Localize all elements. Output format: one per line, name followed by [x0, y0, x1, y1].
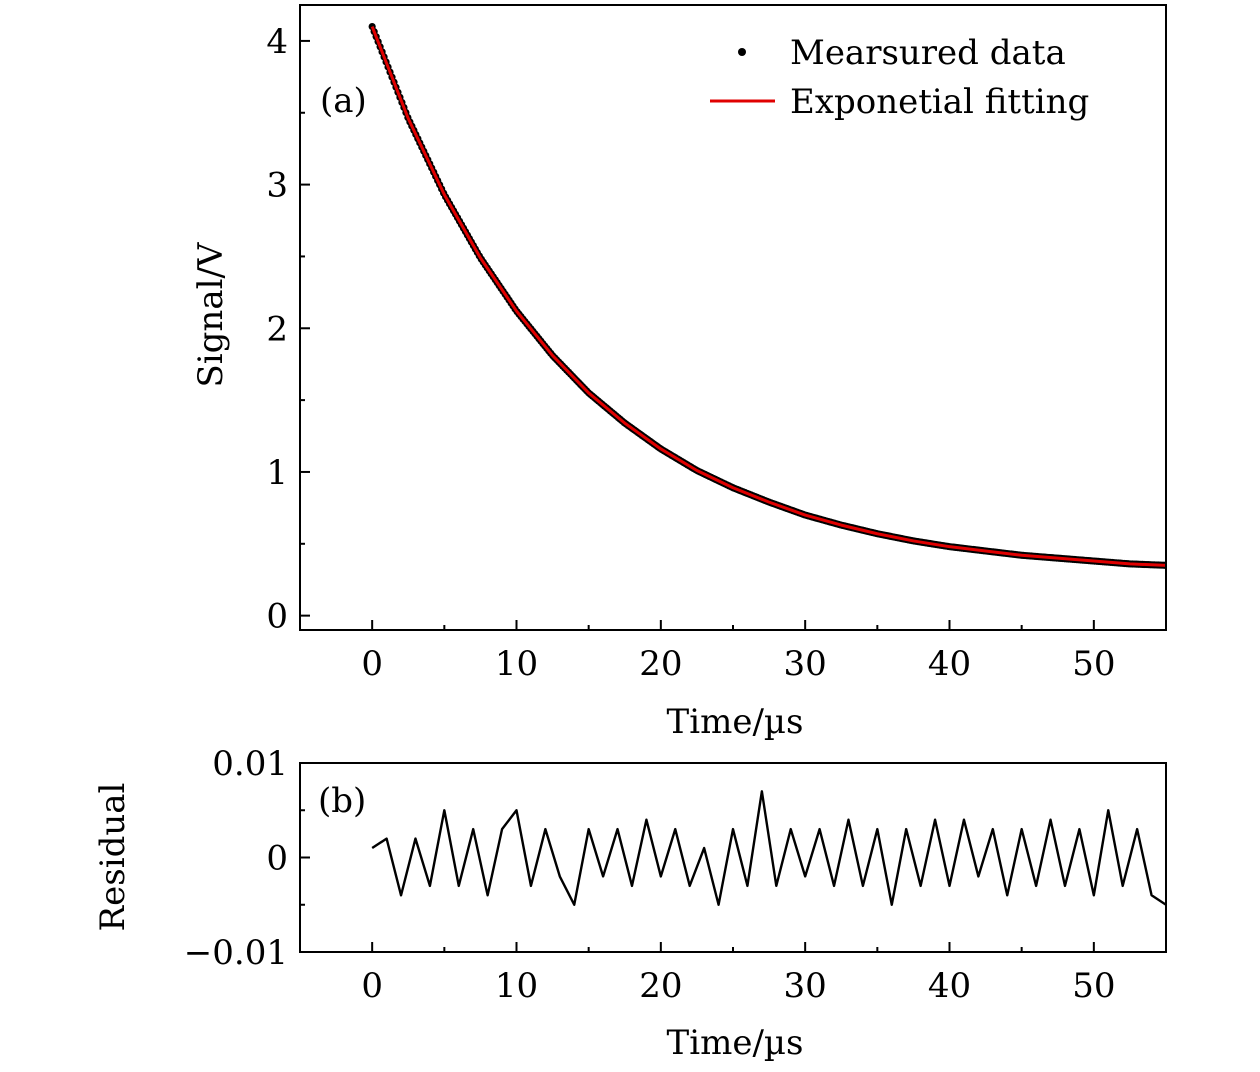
y-tick-label: 0.01: [212, 744, 288, 784]
legend-swatch-measured: [738, 48, 746, 56]
y-tick-label: 0: [266, 597, 288, 637]
x-tick-label: 40: [928, 966, 971, 1006]
y-tick-label: 4: [266, 22, 288, 62]
x-tick-label: 30: [784, 644, 827, 684]
x-tick-label: 50: [1072, 644, 1115, 684]
x-tick-label: 10: [495, 644, 538, 684]
legend-label-measured: Mearsured data: [790, 33, 1066, 73]
x-axis-title: Time/µs: [667, 702, 804, 742]
exponential-fit-line: [370, 26, 1166, 567]
panel-label: (b): [318, 781, 366, 821]
y-tick-label: 1: [266, 453, 288, 493]
x-tick-label: 40: [928, 644, 971, 684]
y-tick-label: 0: [266, 839, 288, 879]
x-tick-label: 50: [1072, 966, 1115, 1006]
plot-area: [368, 22, 1166, 569]
y-tick-label: −0.01: [184, 933, 288, 973]
y-tick-label: 3: [266, 166, 288, 206]
panel-a-signal-decay: 0 10 20 30 40 50 0 1 2 3 4 Time/µs Signal/V (a) Mearsu…: [191, 4, 1167, 742]
y-axis-title: Residual: [93, 783, 133, 932]
plot-area: [371, 790, 1166, 906]
y-tick-label: 2: [266, 309, 288, 349]
x-axis-title: Time/µs: [667, 1023, 804, 1063]
x-tick-label: 10: [495, 966, 538, 1006]
x-tick-label: 20: [639, 644, 682, 684]
y-axis-title: Signal/V: [191, 241, 231, 387]
panel-b-residual: 0 10 20 30 40 50 −0.01 0 0.01 Time/µs Residual (b): [93, 744, 1167, 1063]
x-tick-label: 0: [361, 644, 383, 684]
panel-label: (a): [320, 81, 367, 121]
residual-line: [371, 790, 1166, 906]
plot-frame: [299, 762, 1167, 953]
legend-label-fit: Exponetial fitting: [790, 82, 1089, 122]
x-tick-label: 20: [639, 966, 682, 1006]
x-tick-label: 0: [361, 966, 383, 1006]
legend: Mearsured data Exponetial fitting: [710, 33, 1089, 122]
x-tick-label: 30: [784, 966, 827, 1006]
